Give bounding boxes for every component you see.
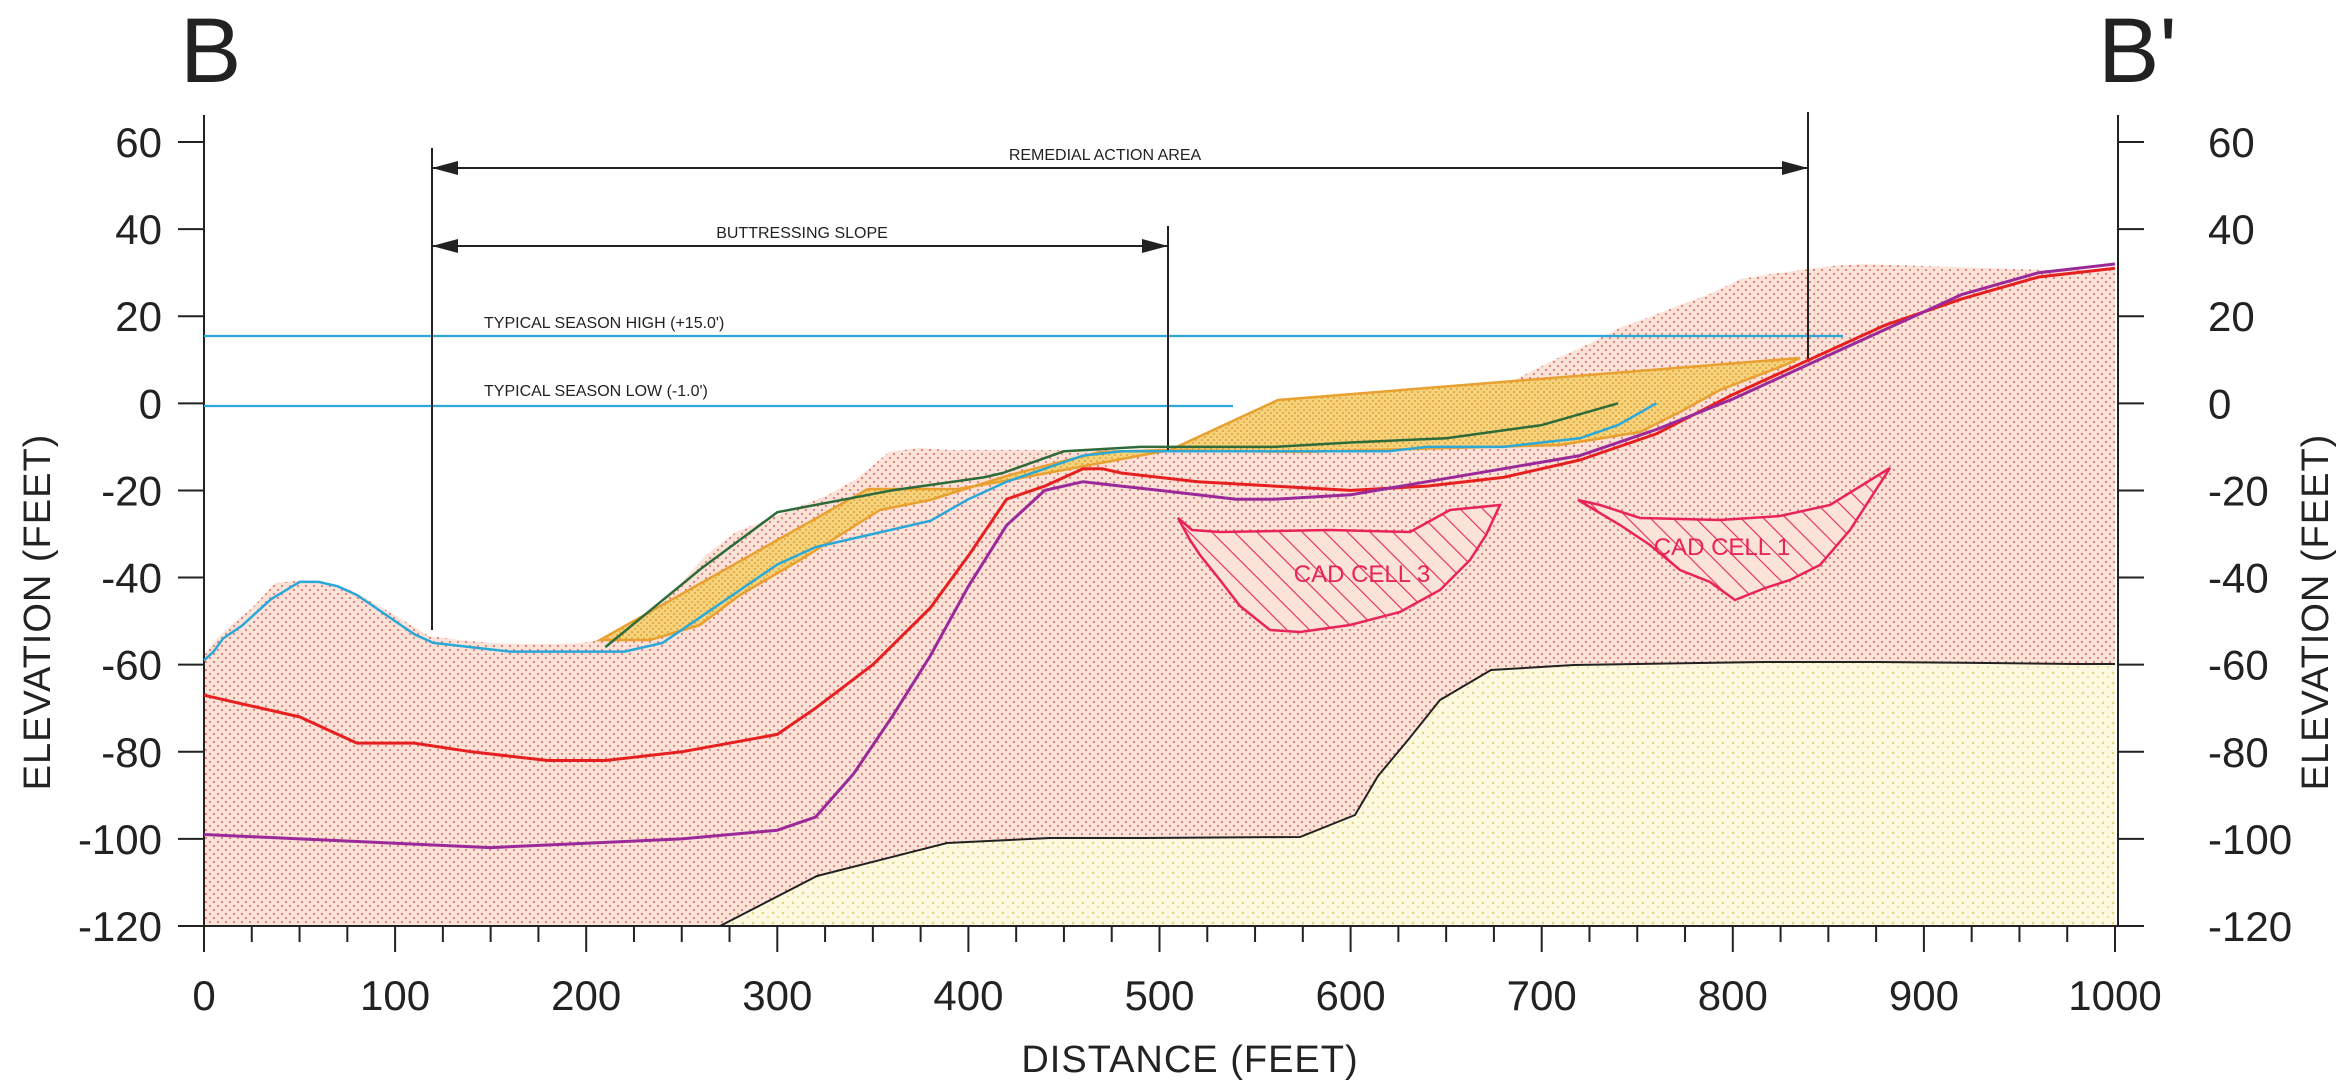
x-tick-labels: 0 100 200 300 400 500 600 700 800 900 1000 <box>192 972 2161 1019</box>
section-start-label: B <box>180 0 241 102</box>
axis-frame <box>203 115 2119 927</box>
bedrock-layer <box>720 662 2115 926</box>
x-tick-label: 300 <box>742 972 812 1019</box>
profile-line-1 <box>203 402 1658 662</box>
profile-line-3 <box>203 266 2116 762</box>
tick-marks <box>178 141 2144 952</box>
profile-line-2 <box>604 402 1619 649</box>
x-tick-label: 900 <box>1889 972 1959 1019</box>
buttress-label: BUTTRESSING SLOPE <box>716 225 888 242</box>
y-tick-label-left: -80 <box>101 729 162 776</box>
cad-cell-1-label: CAD CELL 1 <box>1654 534 1791 561</box>
x-tick-label: 600 <box>1316 972 1386 1019</box>
x-tick-label: 400 <box>933 972 1003 1019</box>
x-tick-label: 800 <box>1698 972 1768 1019</box>
y-tick-label-left: -120 <box>78 903 162 950</box>
x-tick-label: 200 <box>551 972 621 1019</box>
y-tick-labels-left: 60 40 20 0 -20 -40 -60 -80 -100 -120 <box>78 119 162 950</box>
y-tick-labels-right: 60 40 20 0 -20 -40 -60 -80 -100 -120 <box>2208 119 2292 950</box>
profile-lines <box>203 262 2116 850</box>
x-axis-title: DISTANCE (FEET) <box>1021 1039 1358 1081</box>
cad-cell-3-label: CAD CELL 3 <box>1294 561 1431 588</box>
x-tick-label: 1000 <box>2068 972 2161 1019</box>
bedrock-contact-line <box>719 661 2115 927</box>
x-tick-label: 100 <box>360 972 430 1019</box>
y-tick-label-right: -80 <box>2208 729 2269 776</box>
y-tick-label-left: -40 <box>101 555 162 602</box>
x-tick-label: 700 <box>1507 972 1577 1019</box>
y-tick-label-left: 20 <box>115 293 162 340</box>
y-tick-label-right: 60 <box>2208 119 2255 166</box>
y-tick-label-right: -20 <box>2208 467 2269 514</box>
remedial-label: REMEDIAL ACTION AREA <box>1009 147 1202 164</box>
y-tick-label-left: 40 <box>115 206 162 253</box>
y-tick-label-right: -120 <box>2208 903 2292 950</box>
y-tick-label-right: -100 <box>2208 816 2292 863</box>
y-tick-label-left: -20 <box>101 467 162 514</box>
x-tick-label: 500 <box>1124 972 1194 1019</box>
section-end-label: B' <box>2098 0 2177 102</box>
y-tick-label-left: 60 <box>115 119 162 166</box>
y-tick-label-right: 0 <box>2208 380 2231 427</box>
cad-cell-3 <box>1176 503 1503 634</box>
cad-cell-1 <box>1577 466 1892 602</box>
y-tick-label-right: 20 <box>2208 293 2255 340</box>
y-tick-label-right: 40 <box>2208 206 2255 253</box>
y-axis-title-left: ELEVATION (FEET) <box>17 434 59 791</box>
geology-fills <box>204 264 2115 926</box>
season-high-label: TYPICAL SEASON HIGH (+15.0') <box>484 315 724 332</box>
y-tick-label-left: 0 <box>139 380 162 427</box>
profile-line-4 <box>203 262 2116 850</box>
season-low-label: TYPICAL SEASON LOW (-1.0') <box>484 383 708 400</box>
y-axis-title-right: ELEVATION (FEET) <box>2295 434 2337 791</box>
y-tick-label-left: -100 <box>78 816 162 863</box>
y-tick-label-left: -60 <box>101 642 162 689</box>
y-tick-label-right: -40 <box>2208 555 2269 602</box>
x-tick-label: 0 <box>192 972 215 1019</box>
dimension-lines <box>431 112 1809 630</box>
y-tick-label-right: -60 <box>2208 642 2269 689</box>
